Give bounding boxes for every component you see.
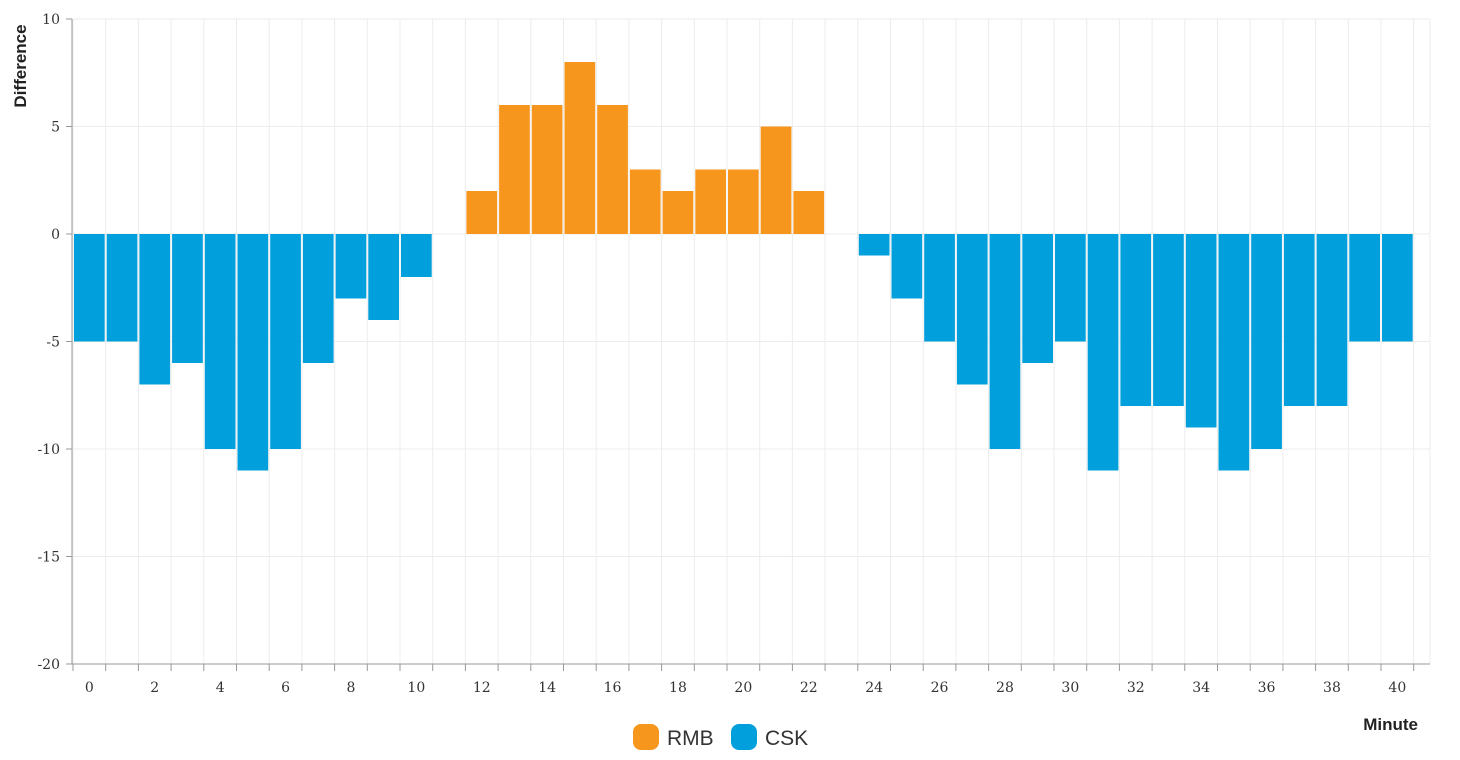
bar-csk-minute-6 [270, 234, 301, 449]
bar-csk-minute-31 [1087, 234, 1119, 471]
bar-rmb-minute-17 [629, 169, 661, 234]
bar-csk-minute-28 [989, 234, 1021, 449]
y-tick-label: -20 [37, 657, 60, 673]
legend-swatch-csk [731, 724, 757, 750]
bar-csk-minute-5 [237, 234, 269, 471]
bar-rmb-minute-13 [499, 105, 530, 234]
x-tick-label: 8 [346, 680, 355, 696]
x-tick-label: 22 [800, 680, 818, 696]
bar-csk-minute-27 [956, 234, 988, 385]
bars-layer [74, 62, 1413, 471]
x-tick-label: 26 [931, 680, 949, 696]
y-tick-label: -15 [37, 550, 60, 566]
bar-csk-minute-10 [401, 234, 432, 277]
bar-rmb-minute-22 [793, 191, 825, 234]
x-tick-label: 38 [1323, 680, 1341, 696]
x-tick-label: 16 [604, 680, 622, 696]
x-tick-label: 14 [538, 680, 556, 696]
legend-swatch-rmb [633, 724, 659, 750]
bar-csk-minute-40 [1382, 234, 1413, 342]
bar-csk-minute-2 [139, 234, 171, 385]
bar-csk-minute-9 [368, 234, 399, 320]
bar-rmb-minute-18 [662, 191, 694, 234]
bar-csk-minute-1 [106, 234, 138, 342]
legend-item-rmb: RMB [633, 724, 714, 750]
bar-rmb-minute-21 [760, 126, 792, 234]
bar-csk-minute-39 [1349, 234, 1380, 342]
bar-rmb-minute-14 [531, 105, 563, 234]
bar-csk-minute-34 [1185, 234, 1217, 428]
bar-csk-minute-33 [1153, 234, 1184, 406]
y-tick-label: -5 [46, 335, 60, 351]
bar-csk-minute-30 [1055, 234, 1086, 342]
bar-csk-minute-26 [924, 234, 955, 342]
x-tick-label: 36 [1258, 680, 1276, 696]
x-tick-label: 18 [669, 680, 687, 696]
y-tick-label: 10 [42, 12, 60, 28]
bar-csk-minute-29 [1022, 234, 1053, 363]
bar-csk-minute-3 [172, 234, 203, 363]
bar-csk-minute-36 [1251, 234, 1282, 449]
y-tick-label: -10 [37, 442, 60, 458]
x-tick-label: 28 [996, 680, 1014, 696]
x-tick-label: 2 [150, 680, 159, 696]
bar-csk-minute-4 [204, 234, 236, 449]
y-tick-label: 5 [51, 120, 60, 136]
bar-csk-minute-8 [335, 234, 367, 299]
x-axis-title: Minute [1363, 715, 1418, 734]
bar-rmb-minute-15 [564, 62, 596, 234]
bar-rmb-minute-19 [695, 169, 726, 234]
x-tick-label: 12 [473, 680, 491, 696]
legend: RMB CSK [633, 724, 808, 750]
bar-csk-minute-32 [1120, 234, 1152, 406]
bar-rmb-minute-16 [597, 105, 628, 234]
x-tick-label: 6 [281, 680, 290, 696]
bar-csk-minute-37 [1283, 234, 1315, 406]
y-axis-title: Difference [11, 24, 30, 107]
bar-csk-minute-0 [74, 234, 105, 342]
x-tick-label: 4 [216, 680, 225, 696]
bar-rmb-minute-12 [466, 191, 498, 234]
x-tick-label: 10 [407, 680, 425, 696]
bar-csk-minute-25 [891, 234, 923, 299]
bar-rmb-minute-20 [728, 169, 759, 234]
bar-csk-minute-38 [1316, 234, 1348, 406]
x-tick-label: 24 [865, 680, 883, 696]
bar-csk-minute-24 [858, 234, 890, 256]
legend-item-csk: CSK [731, 724, 808, 750]
legend-label-rmb: RMB [667, 727, 714, 750]
x-tick-label: 30 [1061, 680, 1079, 696]
x-tick-label: 32 [1127, 680, 1145, 696]
x-tick-label: 20 [734, 680, 752, 696]
legend-label-csk: CSK [765, 727, 808, 750]
bar-csk-minute-7 [302, 234, 334, 363]
x-tick-label: 34 [1192, 680, 1210, 696]
bar-csk-minute-35 [1218, 234, 1250, 471]
x-tick-label: 0 [85, 680, 94, 696]
y-tick-label: 0 [51, 227, 60, 243]
x-tick-label: 40 [1388, 680, 1406, 696]
